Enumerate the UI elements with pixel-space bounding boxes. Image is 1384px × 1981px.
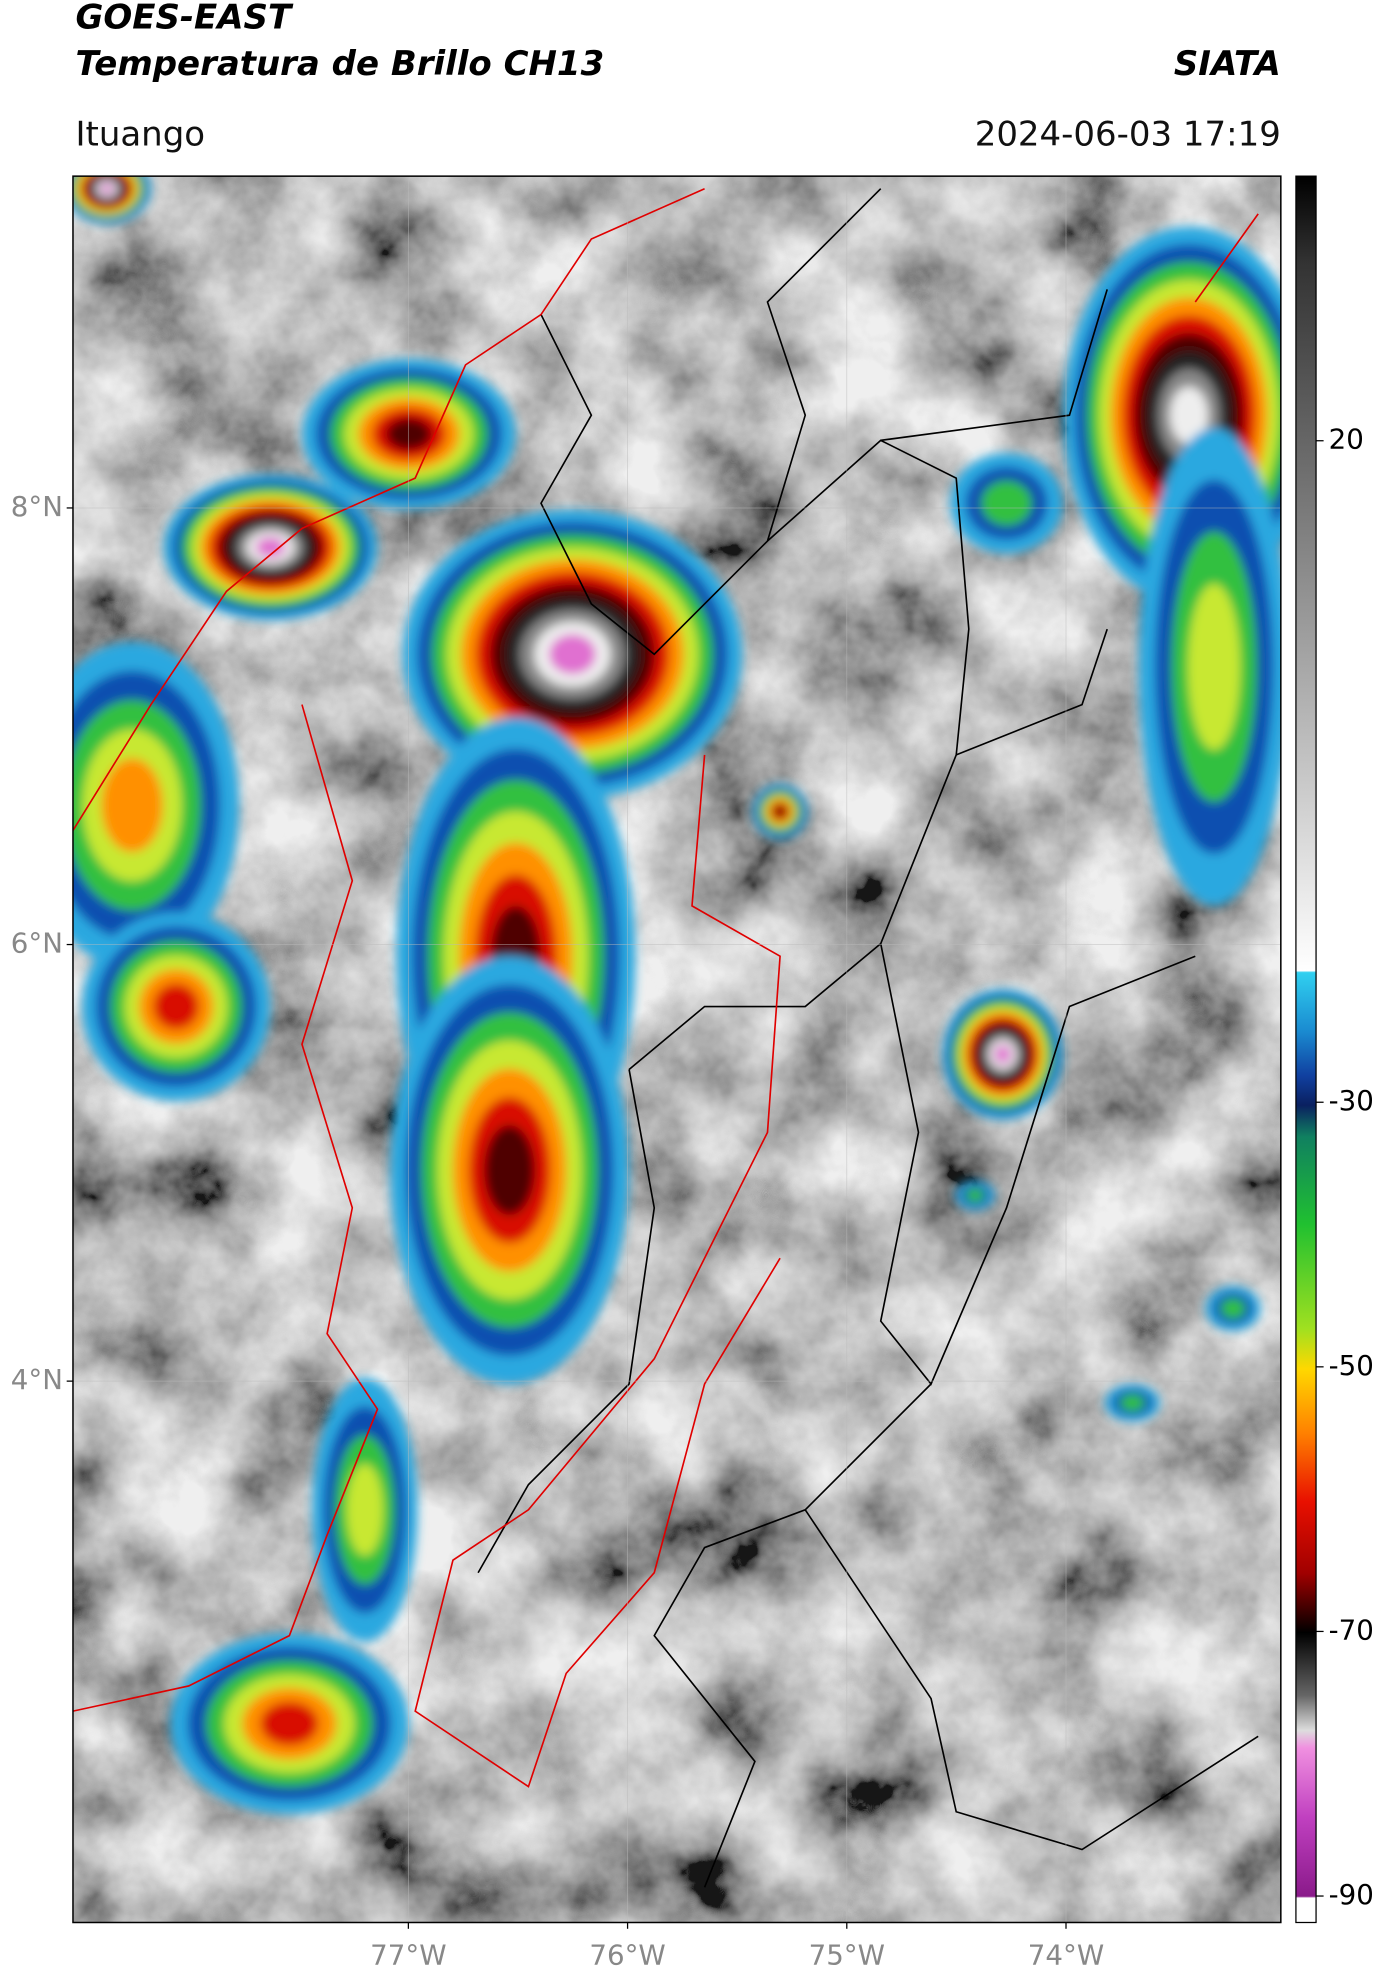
source: SIATA xyxy=(1174,44,1281,84)
graticule xyxy=(72,176,1281,1923)
colorbar-tick-label: -50 xyxy=(1329,1349,1374,1382)
storm-layer xyxy=(346,1463,384,1556)
location: Ituango xyxy=(75,114,205,154)
title: GOES-EAST xyxy=(75,0,293,37)
storm-layer xyxy=(549,634,596,675)
lat-tick-label: 8°N xyxy=(11,490,63,523)
colorbar-tick-label: -70 xyxy=(1329,1613,1374,1646)
storm-layer xyxy=(100,183,114,194)
storm-layer xyxy=(774,805,786,818)
lon-tick-label: 75°W xyxy=(809,1938,885,1971)
storm-layer xyxy=(994,1045,1012,1064)
subtitle: Temperatura de Brillo CH13 xyxy=(75,44,604,84)
colorbar-tick-label: -90 xyxy=(1329,1878,1374,1911)
storm-layer xyxy=(1220,1298,1246,1319)
axis-labels: 8°N 6°N 4°N 77°W 76°W 75°W 74°W 20 -30 -50 -70 -90 xyxy=(11,423,1374,1972)
lat-tick-label: 6°N xyxy=(11,927,63,960)
storm-layer xyxy=(260,1701,319,1746)
storm-layer xyxy=(981,480,1032,526)
lon-tick-label: 74°W xyxy=(1028,1938,1104,1971)
map-frame xyxy=(72,175,1282,1924)
storm-layer xyxy=(255,537,286,558)
lat-tick-label: 4°N xyxy=(11,1363,63,1396)
storm-layer xyxy=(484,1125,535,1216)
storm-layer xyxy=(153,983,200,1030)
lon-tick-label: 76°W xyxy=(589,1938,665,1971)
storm-layer xyxy=(966,1188,985,1202)
colorbar-tick-label: 20 xyxy=(1329,423,1364,456)
lon-tick-label: 77°W xyxy=(370,1938,446,1971)
storm-layer xyxy=(386,418,432,450)
borders xyxy=(72,187,1259,1888)
map-image xyxy=(72,176,1281,1923)
storm-cells xyxy=(72,176,1281,1815)
colorbar xyxy=(1295,175,1317,1924)
storm-layer xyxy=(1187,583,1241,750)
storm-layer xyxy=(101,758,163,852)
colorbar-tick-label: -30 xyxy=(1329,1084,1374,1117)
timestamp: 2024-06-03 17:19 xyxy=(975,114,1281,154)
storm-layer xyxy=(1120,1394,1145,1412)
storm-layer xyxy=(1169,386,1208,444)
